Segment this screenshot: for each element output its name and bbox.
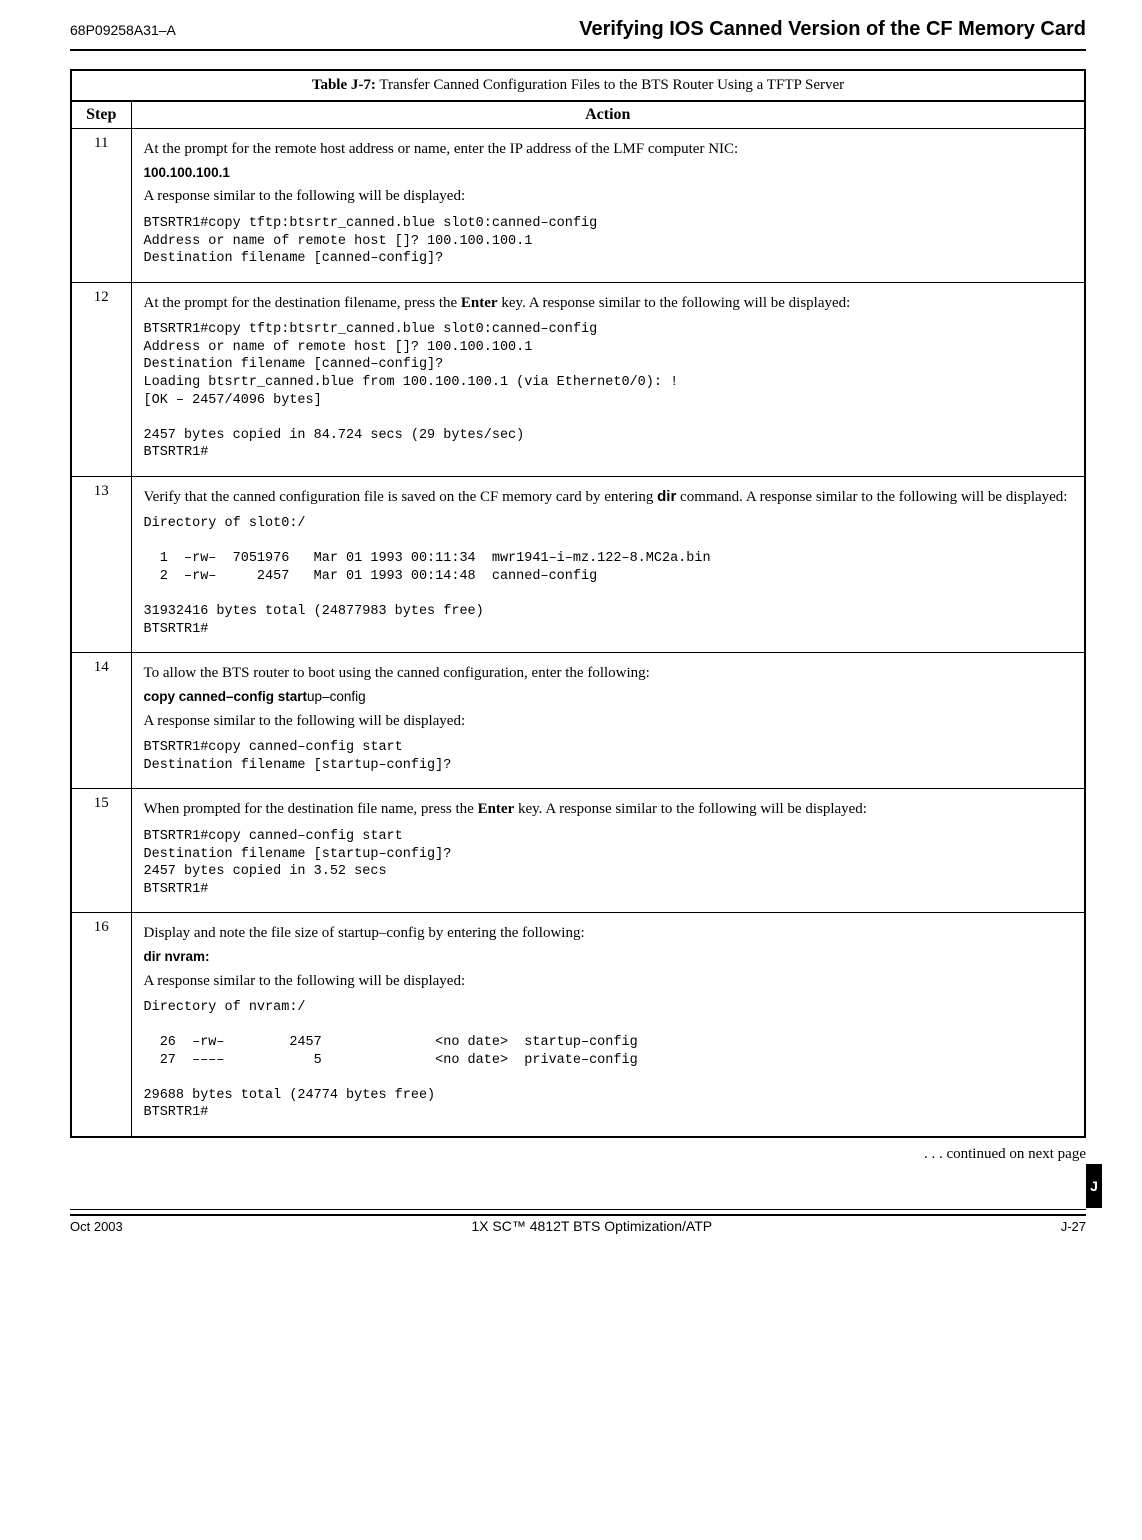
footer-rule: [70, 1209, 1086, 1216]
command-bold-part: copy canned–config start: [144, 689, 308, 704]
table-row: 15 When prompted for the destination fil…: [71, 789, 1085, 913]
page-header: 68P09258A31–A Verifying IOS Canned Versi…: [70, 18, 1086, 47]
action-text: At the prompt for the remote host addres…: [144, 139, 1073, 160]
footer-page-number: J-27: [1061, 1219, 1086, 1234]
command-text: dir nvram:: [144, 948, 1073, 967]
action-text: When prompted for the destination file n…: [144, 799, 1073, 820]
terminal-output: BTSRTR1#copy tftp:btsrtr_canned.blue slo…: [144, 215, 1073, 268]
action-text: To allow the BTS router to boot using th…: [144, 663, 1073, 684]
footer-date: Oct 2003: [70, 1219, 123, 1234]
step-number: 15: [71, 789, 131, 913]
header-rule: [70, 49, 1086, 51]
table-row: 14 To allow the BTS router to boot using…: [71, 653, 1085, 789]
continued-label: . . . continued on next page: [70, 1146, 1086, 1163]
action-cell: To allow the BTS router to boot using th…: [131, 653, 1085, 789]
action-text: A response similar to the following will…: [144, 186, 1073, 207]
action-text: A response similar to the following will…: [144, 711, 1073, 732]
footer-row: Oct 2003 1X SC™ 4812T BTS Optimization/A…: [70, 1218, 1086, 1234]
procedure-table: Table J-7: Transfer Canned Configuration…: [70, 69, 1086, 1138]
command-text: copy canned–config startup–config: [144, 688, 1073, 707]
table-caption-text: Transfer Canned Configuration Files to t…: [376, 77, 844, 93]
table-header-row: Step Action: [71, 101, 1085, 129]
step-header: Step: [71, 101, 131, 129]
action-cell: At the prompt for the remote host addres…: [131, 129, 1085, 283]
terminal-output: BTSRTR1#copy canned–config start Destina…: [144, 828, 1073, 898]
action-text: Display and note the file size of startu…: [144, 923, 1073, 944]
terminal-output: BTSRTR1#copy tftp:btsrtr_canned.blue slo…: [144, 321, 1073, 461]
table-row: 11 At the prompt for the remote host add…: [71, 129, 1085, 283]
text-span: Verify that the canned configuration fil…: [144, 489, 658, 505]
action-cell: Display and note the file size of startu…: [131, 913, 1085, 1137]
table-row: 13 Verify that the canned configuration …: [71, 476, 1085, 653]
text-span: key. A response similar to the following…: [498, 295, 851, 311]
table-caption-row: Table J-7: Transfer Canned Configuration…: [71, 70, 1085, 101]
text-span: key. A response similar to the following…: [514, 801, 867, 817]
step-number: 13: [71, 476, 131, 653]
key-name: Enter: [478, 801, 515, 817]
key-name: Enter: [461, 295, 498, 311]
action-text: A response similar to the following will…: [144, 971, 1073, 992]
terminal-output: Directory of nvram:/ 26 –rw– 2457 <no da…: [144, 999, 1073, 1122]
action-header: Action: [131, 101, 1085, 129]
action-text: Verify that the canned configuration fil…: [144, 487, 1073, 508]
table-row: 16 Display and note the file size of sta…: [71, 913, 1085, 1137]
step-number: 12: [71, 282, 131, 476]
doc-id: 68P09258A31–A: [70, 22, 176, 38]
action-cell: At the prompt for the destination filena…: [131, 282, 1085, 476]
step-number: 11: [71, 129, 131, 283]
text-span: command. A response similar to the follo…: [676, 489, 1067, 505]
action-cell: When prompted for the destination file n…: [131, 789, 1085, 913]
footer-title: 1X SC™ 4812T BTS Optimization/ATP: [471, 1218, 712, 1234]
table-row: 12 At the prompt for the destination fil…: [71, 282, 1085, 476]
table-caption: Table J-7: Transfer Canned Configuration…: [71, 70, 1085, 101]
table-caption-prefix: Table J-7:: [312, 77, 376, 93]
action-cell: Verify that the canned configuration fil…: [131, 476, 1085, 653]
command-text: 100.100.100.1: [144, 164, 1073, 183]
terminal-output: BTSRTR1#copy canned–config start Destina…: [144, 739, 1073, 774]
action-text: At the prompt for the destination filena…: [144, 293, 1073, 314]
command-inline: dir: [657, 488, 676, 505]
step-number: 14: [71, 653, 131, 789]
step-number: 16: [71, 913, 131, 1137]
page: 68P09258A31–A Verifying IOS Canned Versi…: [0, 0, 1142, 1264]
text-span: When prompted for the destination file n…: [144, 801, 478, 817]
page-title: Verifying IOS Canned Version of the CF M…: [579, 18, 1086, 41]
text-span: At the prompt for the destination filena…: [144, 295, 461, 311]
section-tab: J: [1086, 1164, 1102, 1208]
terminal-output: Directory of slot0:/ 1 –rw– 7051976 Mar …: [144, 515, 1073, 638]
command-tail-part: up–config: [307, 689, 366, 704]
page-footer: Oct 2003 1X SC™ 4812T BTS Optimization/A…: [70, 1209, 1086, 1234]
